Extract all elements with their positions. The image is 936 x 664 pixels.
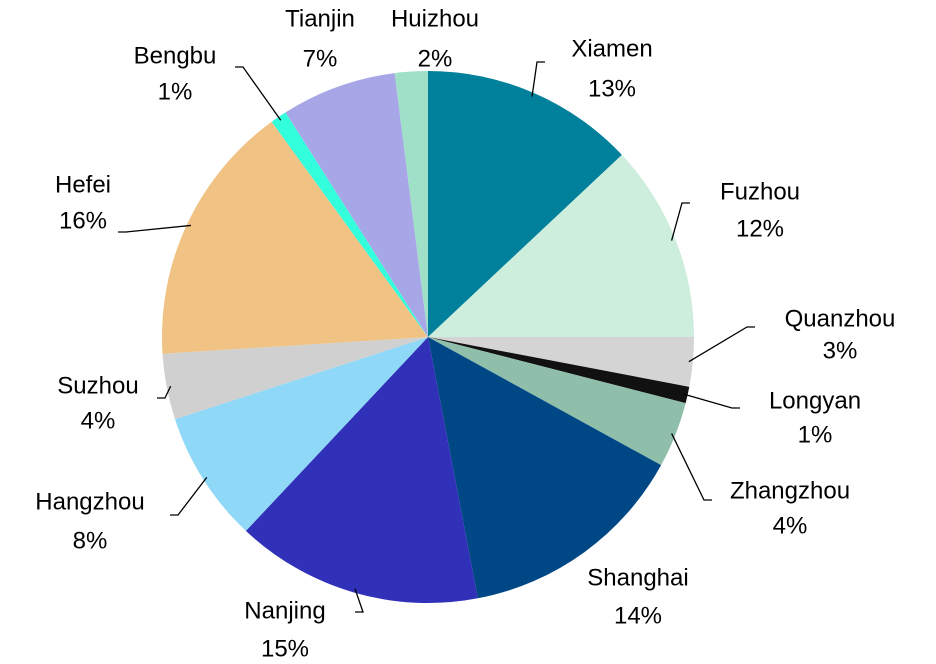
pie-slice <box>271 112 428 337</box>
pie-slice <box>161 121 428 354</box>
leader-line <box>688 326 755 363</box>
slice-percent: 12% <box>736 215 784 242</box>
leader-line <box>170 476 208 516</box>
leader-line <box>118 224 192 233</box>
leader-line <box>531 61 545 97</box>
slice-name: Longyan <box>769 387 861 414</box>
pie-slice <box>428 337 662 599</box>
slice-percent: 16% <box>59 207 107 234</box>
slice-name: Shanghai <box>587 564 688 591</box>
slice-name: Quanzhou <box>785 305 896 332</box>
slice-percent: 14% <box>614 602 662 629</box>
pie-slice <box>428 71 622 337</box>
slice-name: Zhangzhou <box>730 477 850 504</box>
leader-line <box>157 385 172 399</box>
pie-slice <box>428 337 694 387</box>
slice-name: Fuzhou <box>720 178 800 205</box>
slice-name: Hefei <box>55 171 111 198</box>
pie-slice <box>162 337 428 420</box>
slice-percent: 4% <box>773 512 808 539</box>
slice-percent: 7% <box>303 45 338 72</box>
slice-percent: 13% <box>588 75 636 102</box>
leader-line <box>354 588 364 613</box>
slice-name: Xiamen <box>571 35 652 62</box>
leader-line <box>671 433 712 501</box>
pie-slice <box>175 337 428 531</box>
slice-percent: 2% <box>418 45 453 72</box>
pie-slice <box>394 71 428 337</box>
slice-percent: 3% <box>823 337 858 364</box>
slice-name: Nanjing <box>244 597 325 624</box>
pie-slice <box>428 154 694 337</box>
slice-name: Bengbu <box>134 42 217 69</box>
pie-slice <box>428 337 686 466</box>
slice-name: Hangzhou <box>35 488 144 515</box>
leader-line <box>235 66 282 121</box>
slice-percent: 15% <box>261 635 309 662</box>
leader-line <box>670 202 690 241</box>
pie-slice <box>428 337 690 404</box>
slice-name: Huizhou <box>391 5 479 32</box>
pie-slice <box>245 337 478 603</box>
leader-line <box>683 393 740 409</box>
slice-name: Tianjin <box>285 5 355 32</box>
pie-slice <box>285 73 428 338</box>
slice-percent: 4% <box>81 407 116 434</box>
slice-percent: 8% <box>73 527 108 554</box>
slice-name: Suzhou <box>57 372 138 399</box>
slice-percent: 1% <box>158 78 193 105</box>
slice-percent: 1% <box>798 421 833 448</box>
